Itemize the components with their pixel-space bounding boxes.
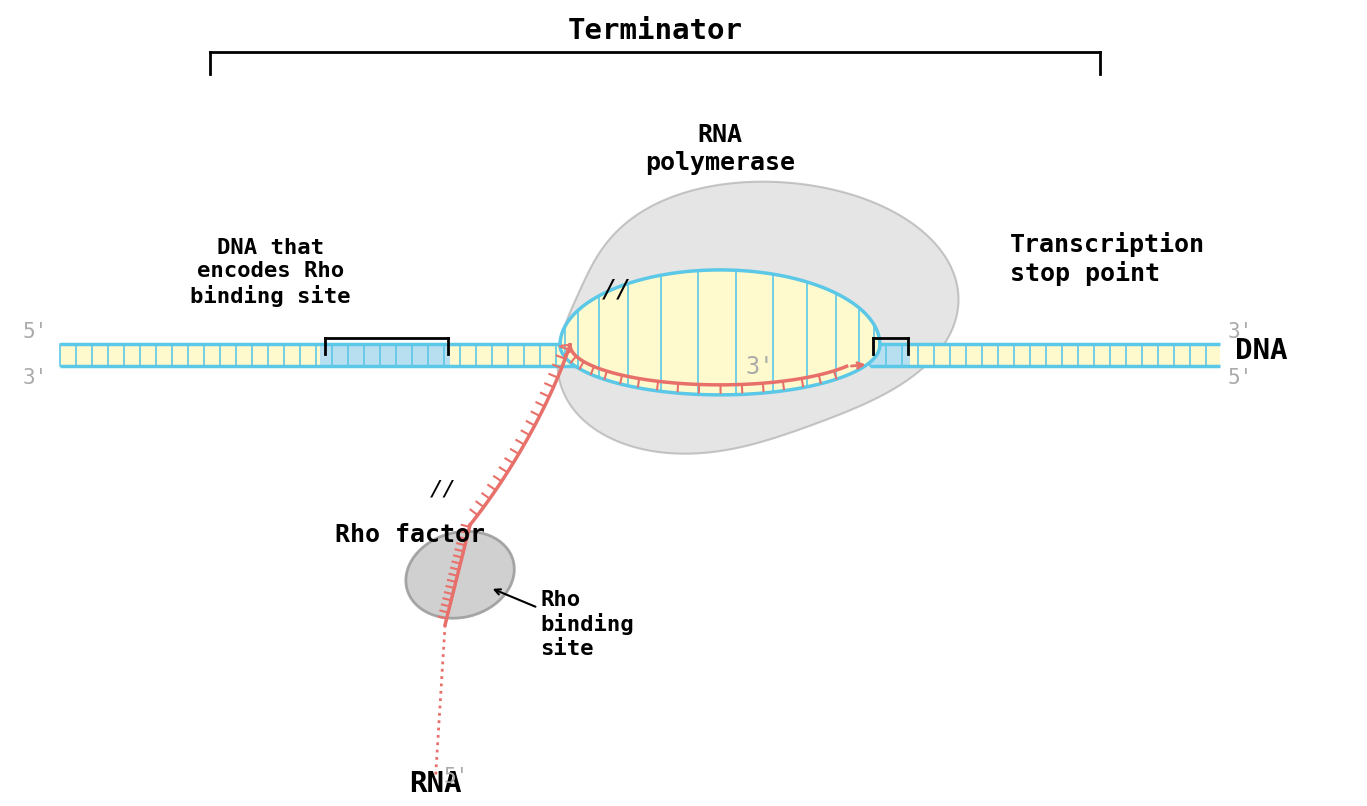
Text: Terminator: Terminator <box>567 17 742 45</box>
Text: 5': 5' <box>443 767 469 787</box>
Text: //: // <box>429 480 457 500</box>
Text: DNA that
encodes Rho
binding site: DNA that encodes Rho binding site <box>190 238 350 307</box>
Text: RNA
polymerase: RNA polymerase <box>645 123 796 175</box>
Text: //: // <box>601 278 632 302</box>
FancyBboxPatch shape <box>60 344 591 366</box>
FancyBboxPatch shape <box>320 344 450 366</box>
Text: 3': 3' <box>746 355 774 379</box>
Text: 3': 3' <box>1228 322 1254 342</box>
FancyBboxPatch shape <box>869 344 1219 366</box>
Text: Transcription
stop point: Transcription stop point <box>1010 232 1204 286</box>
Text: DNA: DNA <box>1234 337 1288 365</box>
Text: 5': 5' <box>23 322 48 342</box>
Text: 5': 5' <box>1228 368 1254 388</box>
Text: 3': 3' <box>23 368 48 388</box>
FancyBboxPatch shape <box>869 344 910 366</box>
Text: Rho factor: Rho factor <box>335 523 485 546</box>
Polygon shape <box>558 181 958 454</box>
Text: Rho
binding
site: Rho binding site <box>540 590 634 659</box>
Ellipse shape <box>406 531 514 618</box>
Polygon shape <box>560 270 880 395</box>
Text: RNA: RNA <box>409 770 461 798</box>
